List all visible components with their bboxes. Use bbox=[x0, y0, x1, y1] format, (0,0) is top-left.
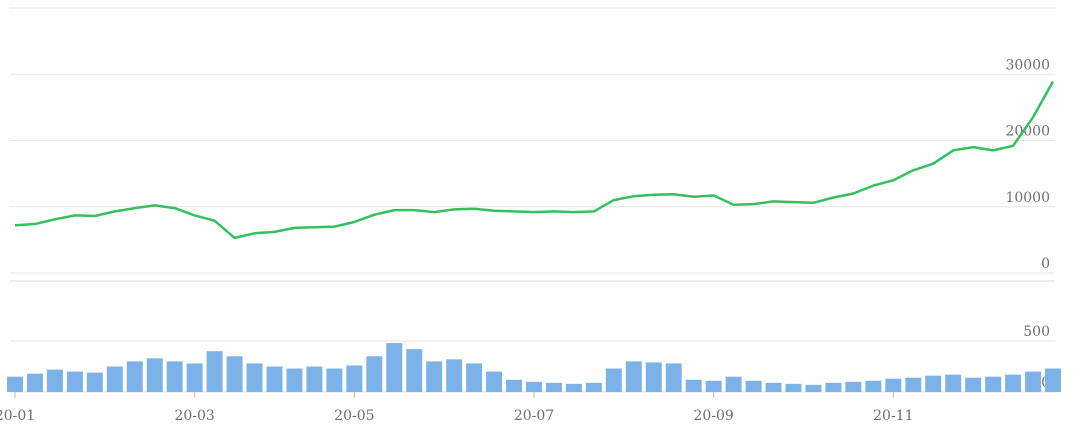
volume-bar bbox=[486, 371, 503, 392]
volume-bar bbox=[925, 375, 942, 392]
volume-bar bbox=[645, 362, 662, 392]
volume-bar bbox=[226, 356, 243, 392]
volume-bar bbox=[286, 368, 303, 392]
x-tick-label: 20-05 bbox=[334, 408, 374, 424]
volume-bar bbox=[665, 363, 682, 392]
volume-bar bbox=[705, 380, 722, 392]
y-tick-label: 20000 bbox=[1005, 124, 1050, 140]
volume-bar bbox=[186, 363, 203, 392]
volume-bar bbox=[945, 374, 962, 392]
volume-bar bbox=[146, 358, 163, 392]
volume-bar bbox=[605, 368, 622, 392]
volume-bar bbox=[206, 351, 223, 392]
volume-bar bbox=[466, 363, 483, 392]
price-line bbox=[14, 80, 1055, 240]
volume-bar bbox=[326, 368, 343, 392]
volume-bar bbox=[1045, 368, 1061, 392]
volume-bar bbox=[785, 383, 802, 392]
volume-bar bbox=[426, 361, 443, 392]
volume-bar bbox=[446, 359, 463, 392]
volume-bar bbox=[66, 371, 83, 392]
volume-bar bbox=[545, 382, 562, 392]
volume-bar bbox=[366, 356, 383, 392]
x-tick-label: 20-01 bbox=[0, 408, 35, 424]
volume-bar bbox=[126, 361, 143, 392]
volume-bar bbox=[565, 383, 582, 392]
volume-bar bbox=[246, 363, 263, 392]
y-tick-label: 0 bbox=[1041, 256, 1050, 272]
x-tick-label: 20-11 bbox=[873, 408, 913, 424]
volume-bar bbox=[306, 366, 323, 392]
volume-bar bbox=[745, 380, 762, 392]
volume-bar bbox=[985, 376, 1002, 392]
volume-bar bbox=[166, 361, 183, 392]
volume-bar bbox=[26, 373, 43, 392]
y2-tick-label: 500 bbox=[1023, 324, 1050, 340]
volume-bar bbox=[266, 366, 283, 392]
volume-bar bbox=[585, 382, 602, 392]
volume-bar bbox=[46, 369, 63, 392]
volume-bar bbox=[526, 381, 542, 392]
x-tick-label: 20-09 bbox=[693, 408, 733, 424]
volume-bar bbox=[725, 376, 742, 392]
volume-bar bbox=[765, 382, 782, 392]
volume-bar bbox=[865, 380, 882, 392]
volume-bar bbox=[965, 377, 982, 392]
x-tick-label: 20-07 bbox=[514, 408, 554, 424]
volume-bar bbox=[1025, 371, 1042, 392]
volume-bar bbox=[506, 379, 523, 392]
y-tick-label: 30000 bbox=[1005, 57, 1050, 73]
volume-bar bbox=[685, 379, 702, 392]
volume-bar bbox=[1005, 374, 1022, 392]
y-tick-label: 10000 bbox=[1005, 190, 1050, 206]
volume-bar bbox=[625, 361, 642, 392]
x-tick-label: 20-03 bbox=[174, 408, 214, 424]
volume-bar bbox=[106, 366, 123, 392]
volume-bar bbox=[7, 376, 23, 392]
volume-bar bbox=[825, 382, 842, 392]
volume-bar bbox=[346, 365, 363, 392]
volume-bar bbox=[845, 381, 862, 392]
volume-bar bbox=[905, 377, 922, 392]
volume-bar bbox=[406, 349, 423, 392]
volume-bar bbox=[805, 384, 822, 392]
volume-bar bbox=[386, 343, 403, 392]
volume-bar bbox=[885, 378, 902, 392]
volume-bar bbox=[86, 372, 103, 392]
